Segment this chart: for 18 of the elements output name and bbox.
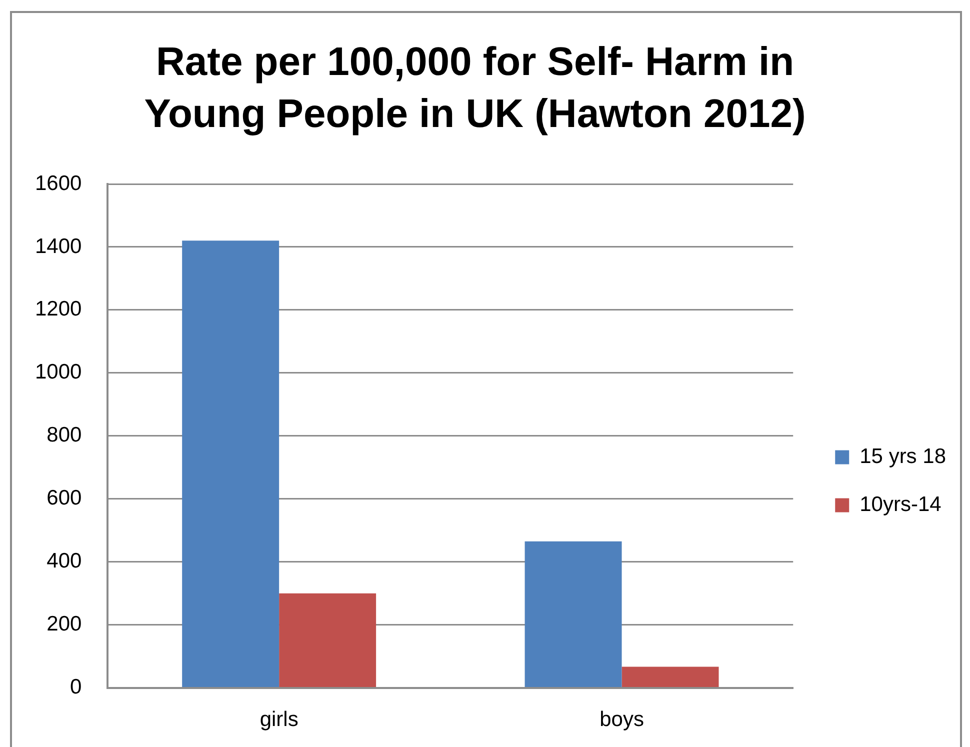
chart-title: Rate per 100,000 for Self- Harm in Young People in UK (Hawton 2012) — [144, 40, 806, 136]
bar — [524, 541, 622, 688]
y-tick-label: 200 — [46, 612, 82, 636]
y-tick-label: 0 — [70, 676, 82, 699]
y-tick-label: 1400 — [35, 234, 82, 258]
y-tick-label: 1200 — [35, 298, 82, 321]
legend-label: 15 yrs 18 — [860, 445, 946, 468]
y-tick-label: 400 — [46, 550, 82, 573]
legend-label: 10yrs-14 — [860, 493, 942, 516]
y-tick-label: 1600 — [35, 172, 82, 195]
x-tick-label: girls — [260, 708, 298, 732]
y-tick-label: 600 — [46, 486, 82, 510]
bar — [182, 240, 280, 688]
y-tick-label: 1000 — [35, 360, 82, 384]
bar — [622, 666, 719, 688]
bar — [279, 593, 376, 688]
x-tick-label: boys — [600, 708, 644, 732]
y-tick-label: 800 — [46, 424, 82, 447]
